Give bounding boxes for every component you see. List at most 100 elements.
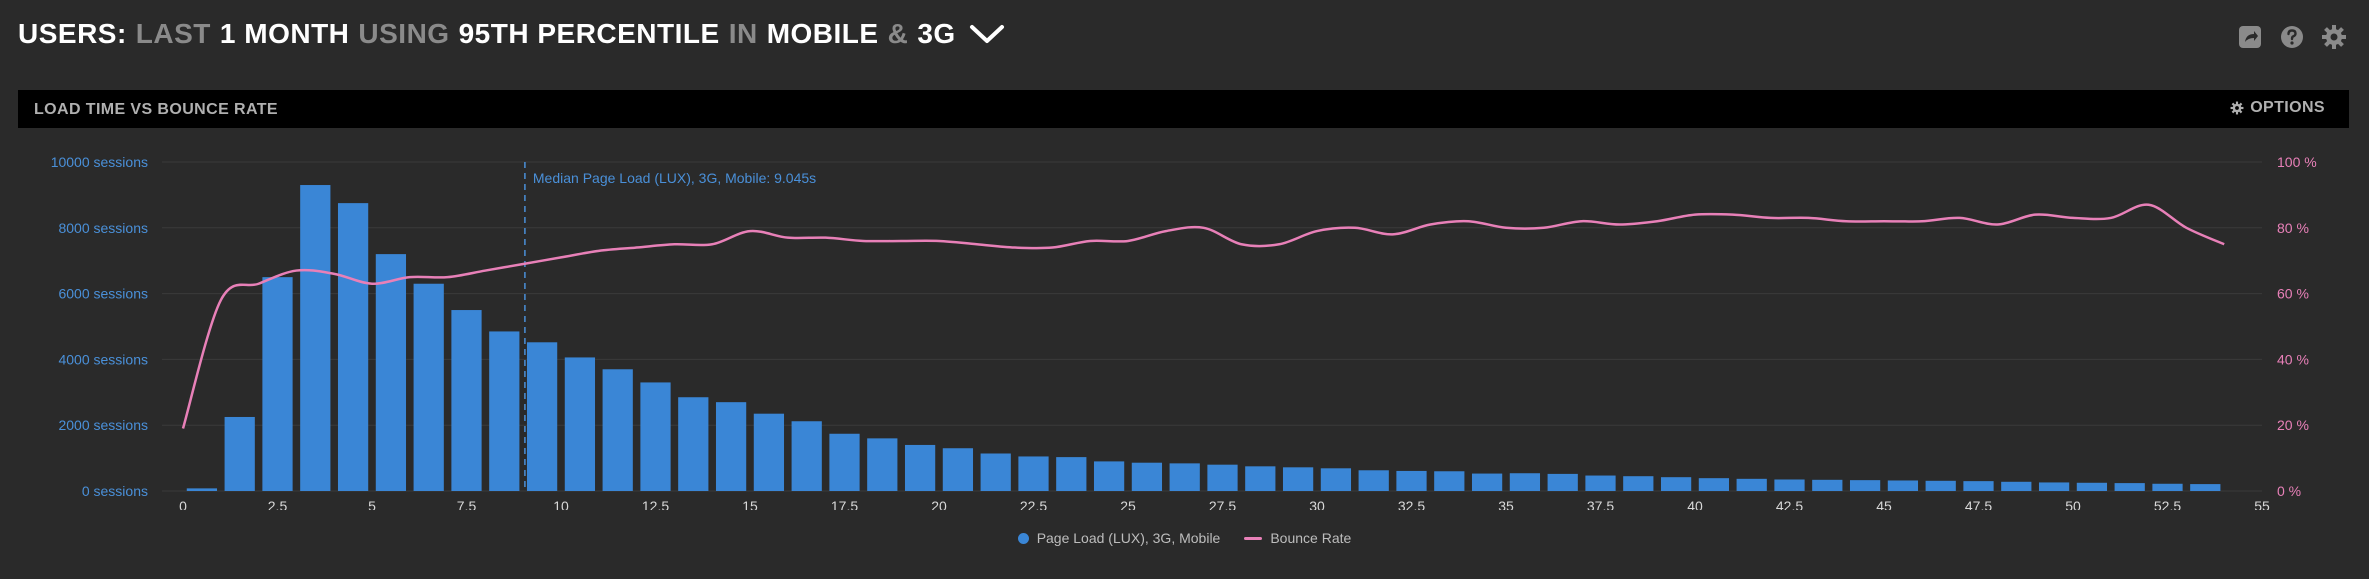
bar (1623, 476, 1654, 491)
y-left-tick-label: 0 sessions (82, 483, 148, 499)
headline-network[interactable]: 3G (917, 18, 956, 49)
bar (413, 283, 444, 491)
y-left-tick-label: 8000 sessions (58, 220, 148, 236)
y-right-tick-label: 60 % (2277, 286, 2309, 302)
bar (602, 369, 633, 491)
bar (337, 203, 369, 491)
y-right-tick-label: 0 % (2277, 483, 2301, 499)
y-left-tick-label: 6000 sessions (58, 286, 148, 302)
legend-line-marker (1244, 536, 1263, 540)
headline-amp: & (887, 18, 909, 49)
bar (1131, 462, 1163, 491)
headline-prefix: USERS: (18, 18, 127, 49)
bar (2076, 482, 2108, 491)
x-tick-label: 27.5 (1209, 498, 1236, 510)
bar (829, 433, 860, 491)
bar (375, 254, 407, 491)
help-icon[interactable] (2279, 24, 2305, 50)
headline-range[interactable]: 1 MONTH (219, 18, 350, 49)
top-bar: USERS: LAST 1 MONTH USING 95TH PERCENTIL… (0, 0, 2369, 80)
bar (1358, 470, 1389, 491)
bar (2152, 483, 2183, 491)
bar (300, 185, 331, 491)
x-tick-label: 47.5 (1965, 498, 1992, 510)
bar (1963, 481, 1994, 491)
bar (904, 444, 936, 491)
x-tick-label: 12.5 (642, 498, 669, 510)
x-tick-label: 17.5 (831, 498, 858, 510)
x-tick-label: 22.5 (1020, 498, 1047, 510)
options-button[interactable]: OPTIONS (2230, 99, 2325, 117)
bar (980, 453, 1011, 491)
bar (2038, 482, 2070, 491)
bar (1282, 467, 1314, 491)
x-tick-label: 15 (742, 498, 758, 510)
bar (564, 357, 596, 491)
bar (1018, 456, 1049, 491)
bar (2114, 483, 2145, 491)
y-left-tick-label: 2000 sessions (58, 417, 148, 433)
bar (1925, 480, 1956, 491)
bar (678, 397, 709, 491)
bar (1774, 479, 1805, 491)
headline-stat[interactable]: 95TH PERCENTILE (458, 18, 720, 49)
x-tick-label: 50 (2065, 498, 2081, 510)
bar (640, 382, 671, 491)
x-tick-label: 7.5 (457, 498, 477, 510)
headline: USERS: LAST 1 MONTH USING 95TH PERCENTIL… (18, 18, 1005, 50)
bar (1434, 471, 1465, 491)
bar (715, 402, 747, 491)
panel-header: LOAD TIME VS BOUNCE RATE OPTIONS (18, 90, 2349, 128)
x-tick-label: 40 (1687, 498, 1703, 510)
x-tick-label: 25 (1120, 498, 1136, 510)
x-tick-label: 20 (931, 498, 947, 510)
gear-icon (2230, 101, 2244, 115)
legend-bar-marker (1017, 532, 1029, 544)
bar (186, 488, 218, 491)
bar (1471, 473, 1503, 491)
bar (1547, 473, 1578, 491)
bar (224, 416, 255, 491)
bar (1698, 478, 1730, 491)
bar (867, 438, 898, 491)
y-left-tick-label: 10000 sessions (51, 154, 148, 170)
bar (942, 448, 974, 491)
x-tick-label: 30 (1309, 498, 1325, 510)
bar (1812, 479, 1843, 491)
legend-item-page-load[interactable]: Page Load (LUX), 3G, Mobile (1017, 530, 1220, 546)
bar (451, 310, 482, 491)
headline-device[interactable]: MOBILE (766, 18, 879, 49)
chevron-down-icon[interactable] (969, 23, 1005, 45)
legend-item-bounce-rate[interactable]: Bounce Rate (1244, 530, 1351, 546)
bar (1207, 464, 1238, 491)
options-label: OPTIONS (2250, 99, 2325, 116)
x-tick-label: 52.5 (2154, 498, 2181, 510)
gear-icon[interactable] (2321, 24, 2347, 50)
bar (1509, 473, 1541, 491)
bar (1736, 478, 1767, 491)
bar (1849, 480, 1881, 491)
bar (489, 331, 520, 491)
bar (1585, 475, 1616, 491)
bar (791, 421, 822, 491)
panel-title: LOAD TIME VS BOUNCE RATE (34, 101, 278, 118)
chart-legend: Page Load (LUX), 3G, Mobile Bounce Rate (0, 530, 2369, 546)
toolbar (2237, 24, 2347, 50)
x-tick-label: 45 (1876, 498, 1892, 510)
y-right-tick-label: 20 % (2277, 417, 2309, 433)
bar (753, 413, 785, 491)
bar (1320, 468, 1352, 491)
x-tick-label: 55 (2254, 498, 2270, 510)
bounce-rate-line (181, 203, 2225, 429)
y-right-tick-label: 80 % (2277, 220, 2309, 236)
x-tick-label: 2.5 (268, 498, 288, 510)
x-tick-label: 5 (368, 498, 376, 510)
share-icon[interactable] (2237, 24, 2263, 50)
bar (1093, 461, 1125, 491)
load-vs-bounce-chart: 0 sessions 2000 sessions 4000 sessions 6000… (51, 154, 2317, 510)
y-right-tick-label: 40 % (2277, 351, 2309, 367)
bar (1245, 466, 1276, 491)
x-tick-label: 35 (1498, 498, 1514, 510)
bar (1887, 480, 1919, 491)
bar (1169, 463, 1200, 491)
